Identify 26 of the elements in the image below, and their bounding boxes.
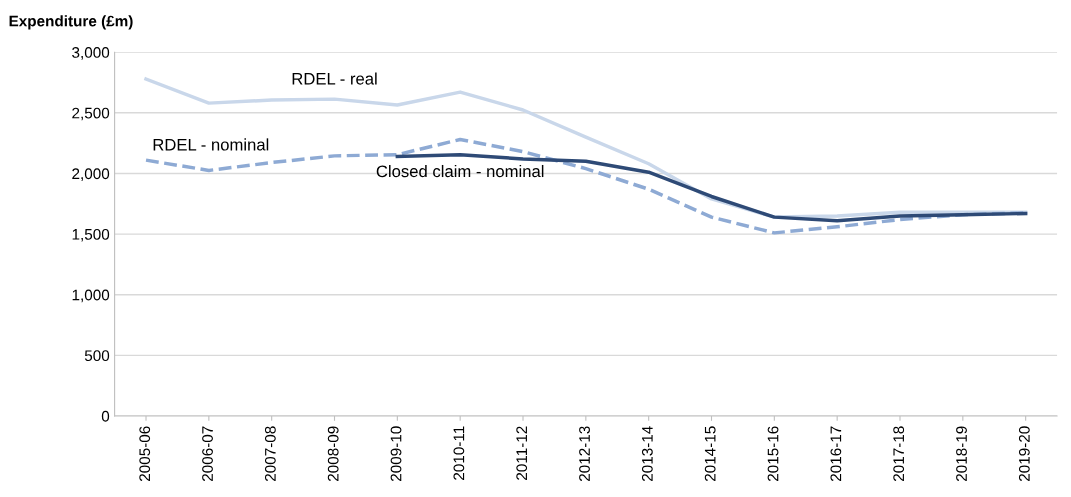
x-tick-label: 2012-13 xyxy=(579,426,590,481)
series-label: RDEL - nominal xyxy=(153,138,269,151)
x-tick-label: 2014-15 xyxy=(704,426,716,481)
x-tick-label: 2008-09 xyxy=(327,426,339,481)
x-tick-label: 2006-07 xyxy=(202,426,213,481)
series-label: Closed claim - nominal xyxy=(376,164,544,178)
x-tick-label: 2017-18 xyxy=(893,426,905,481)
x-tick-label: 2007-08 xyxy=(264,426,276,481)
y-tick-label: 1,000 xyxy=(72,289,110,303)
y-tick-label: 3,000 xyxy=(72,47,110,60)
series-label: RDEL - real xyxy=(292,72,377,85)
x-tick-label: 2015-16 xyxy=(767,426,779,481)
x-tick-label: 2010-11 xyxy=(453,426,465,480)
y-tick-label: 2,500 xyxy=(72,107,110,121)
x-tick-label: 2011-12 xyxy=(516,426,528,480)
y-tick-label: 500 xyxy=(84,350,110,362)
x-tick-label: 2009-10 xyxy=(390,426,402,481)
y-tick-label: 0 xyxy=(101,410,110,422)
x-tick-label: 2005-06 xyxy=(139,426,151,481)
x-tick-label: 2018-19 xyxy=(956,426,967,481)
y-tick-label: 1,500 xyxy=(72,228,110,242)
x-tick-label: 2019-20 xyxy=(1018,426,1030,481)
x-tick-label: 2016-17 xyxy=(830,426,842,481)
x-tick-label: 2013-14 xyxy=(641,426,653,481)
y-tick-label: 2,000 xyxy=(72,168,110,181)
y-axis-title: Expenditure (£m) xyxy=(9,15,133,30)
